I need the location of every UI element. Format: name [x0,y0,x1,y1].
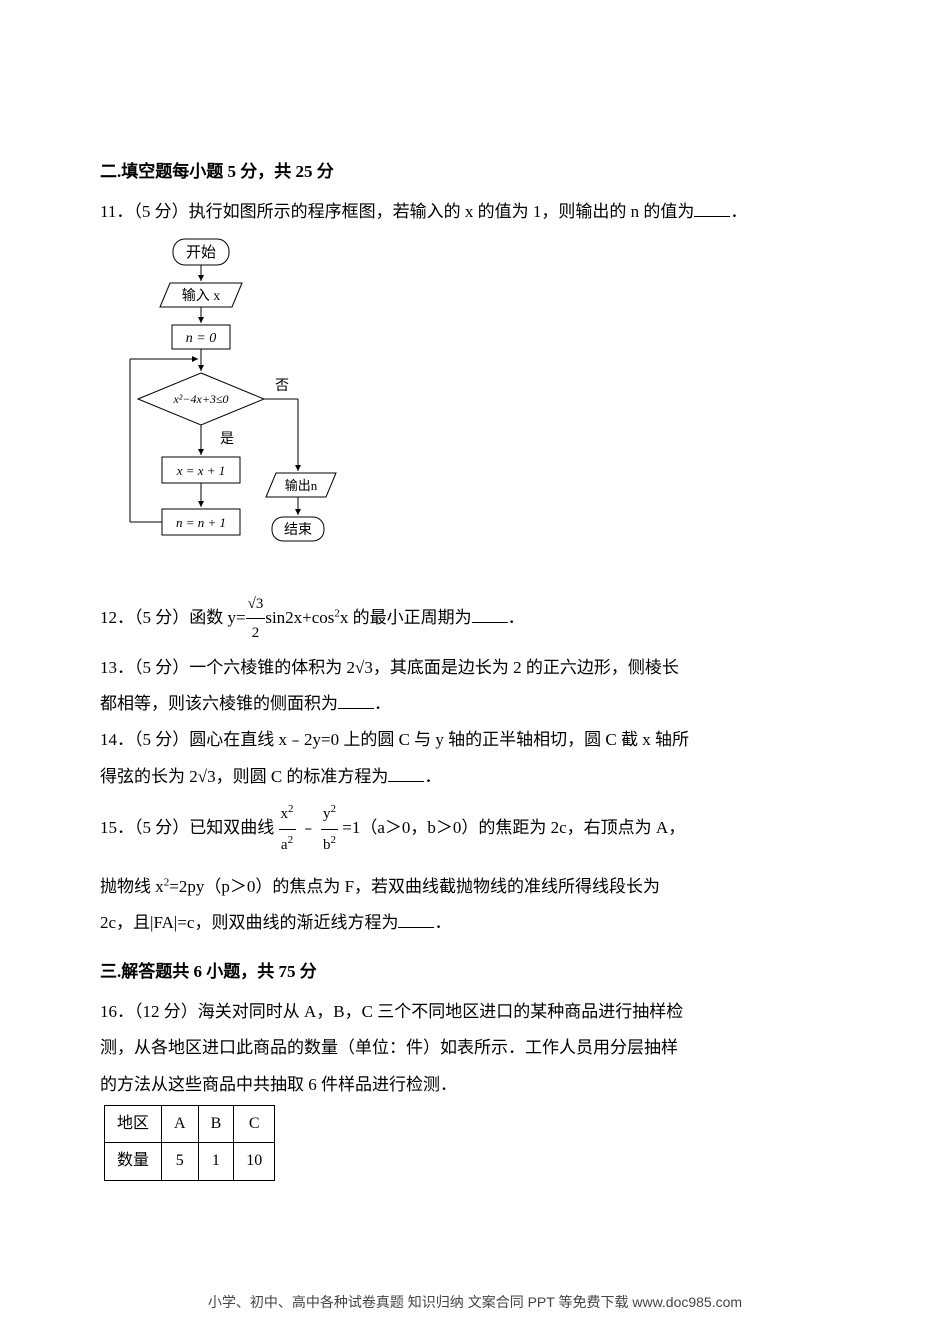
flow-incn: n = n + 1 [176,515,226,530]
footer: 小学、初中、高中各种试卷真题 知识归纳 文案合同 PPT 等免费下载 www.d… [0,1289,950,1316]
q12-blank [472,609,508,623]
flow-yes: 是 [220,432,234,447]
q11: 11．（5 分）执行如图所示的程序框图，若输入的 x 的值为 1，则输出的 n … [100,196,850,228]
q13-l1b: ，其底面是边长为 2 的正六边形，侧棱长 [373,658,679,677]
table-row: 数量 5 1 10 [105,1143,275,1180]
q12-frac: √32 [246,590,266,648]
q13-l2: 都相等，则该六棱锥的侧面积为 [100,694,338,713]
q14-sqrt3: √3 [198,767,216,786]
th-region: 地区 [105,1105,162,1142]
q11-blank [694,203,730,217]
q12-suffix: ． [508,608,525,627]
td-a: 5 [162,1143,199,1180]
q12-mid2: x 的最小正周期为 [340,608,472,627]
q15-l3: 2c，且|FA|=c，则双曲线的渐近线方程为 [100,913,398,932]
q11-text: 11．（5 分）执行如图所示的程序框图，若输入的 x 的值为 1，则输出的 n … [100,202,694,221]
q16-l2: 测，从各地区进口此商品的数量（单位：件）如表所示．工作人员用分层抽样 [100,1032,850,1064]
q16-l3: 的方法从这些商品中共抽取 6 件样品进行检测． [100,1069,850,1101]
q12-mid: sin2x+cos [265,608,334,627]
q12-prefix: 12．（5 分）函数 y= [100,608,246,627]
q13b: 都相等，则该六棱锥的侧面积为 ． [100,688,850,720]
q14b: 得弦的长为 2√3，则圆 C 的标准方程为 ． [100,761,850,793]
flowchart: 开始 输入 x n = 0 x²−4x+3≤0 否 是 x = x + 1 n … [128,237,850,578]
q15-l1b: =1（a＞0，b＞0）的焦距为 2c，右顶点为 A， [342,818,685,837]
th-a: A [162,1105,199,1142]
flow-start: 开始 [186,244,216,261]
q14-suffix: ． [424,767,441,786]
q15-frac1: x2 a2 [279,799,296,859]
td-c: 10 [234,1143,275,1180]
q12: 12．（5 分）函数 y=√32sin2x+cos2x 的最小正周期为． [100,590,850,648]
flow-end: 结束 [284,522,312,538]
flow-output: 输出n [285,478,318,493]
q15-frac2: y2 b2 [321,799,338,859]
flow-init: n = 0 [186,331,216,346]
td-b: 1 [198,1143,234,1180]
q15-suffix: ． [434,913,451,932]
q13: 13．（5 分）一个六棱锥的体积为 2√3，其底面是边长为 2 的正六边形，侧棱… [100,652,850,684]
flow-cond: x²−4x+3≤0 [172,392,228,406]
q14-l2b: ，则圆 C 的标准方程为 [216,767,389,786]
section2-header: 二.填空题每小题 5 分，共 25 分 [100,156,850,188]
flowchart-svg: 开始 输入 x n = 0 x²−4x+3≤0 否 是 x = x + 1 n … [128,237,358,567]
q13-suffix: ． [374,694,391,713]
q13-sqrt3: √3 [355,658,373,677]
q15-l2b: =2py（p＞0）的焦点为 F，若双曲线截抛物线的准线所得线段长为 [169,877,660,896]
q14-blank [388,768,424,782]
q15-minus: ﹣ [300,818,317,837]
th-b: B [198,1105,234,1142]
q14: 14．（5 分）圆心在直线 x﹣2y=0 上的圆 C 与 y 轴的正半轴相切，圆… [100,724,850,756]
q15c: 2c，且|FA|=c，则双曲线的渐近线方程为 ． [100,907,850,939]
q11-suffix: ． [730,202,747,221]
q15-l1a: 15．（5 分）已知双曲线 [100,818,274,837]
q15-l2a: 抛物线 x [100,877,164,896]
q15-blank [398,914,434,928]
q14-l1: 14．（5 分）圆心在直线 x﹣2y=0 上的圆 C 与 y 轴的正半轴相切，圆… [100,730,689,749]
q14-l2a: 得弦的长为 2 [100,767,198,786]
q16-l1: 16．（12 分）海关对同时从 A，B，C 三个不同地区进口的某种商品进行抽样检 [100,996,850,1028]
q13-l1a: 13．（5 分）一个六棱锥的体积为 2 [100,658,355,677]
q15: 15．（5 分）已知双曲线 x2 a2 ﹣ y2 b2 =1（a＞0，b＞0）的… [100,799,850,859]
q16-table: 地区 A B C 数量 5 1 10 [104,1105,275,1181]
q13-blank [338,695,374,709]
table-row: 地区 A B C [105,1105,275,1142]
td-label: 数量 [105,1143,162,1180]
flow-incx: x = x + 1 [176,463,226,478]
flow-input: 输入 x [182,288,221,304]
th-c: C [234,1105,275,1142]
q15b: 抛物线 x2=2py（p＞0）的焦点为 F，若双曲线截抛物线的准线所得线段长为 [100,871,850,903]
section3-header: 三.解答题共 6 小题，共 75 分 [100,956,850,988]
flow-no: 否 [275,379,289,394]
